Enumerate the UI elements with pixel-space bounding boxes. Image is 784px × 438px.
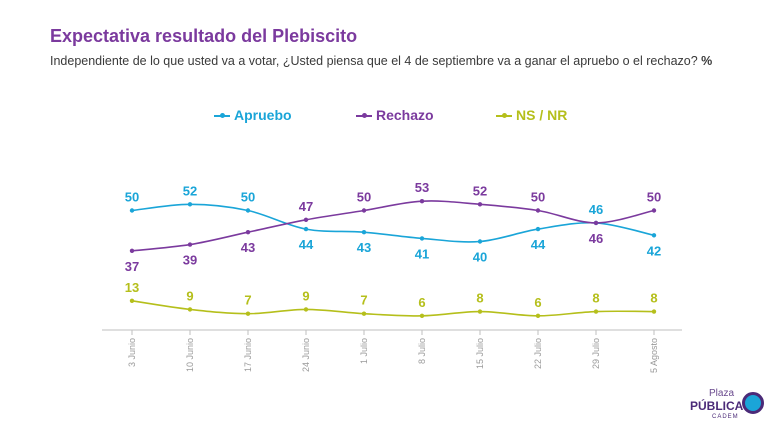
data-label-apruebo: 44 (531, 237, 546, 252)
data-label-apruebo: 52 (183, 183, 197, 198)
data-point-rechazo (245, 230, 251, 235)
legend-nsnr-label: NS / NR (516, 107, 568, 123)
legend-nsnr-marker (496, 113, 512, 119)
data-point-apruebo (651, 233, 657, 238)
series-line-rechazo (131, 200, 655, 252)
data-label-rechazo: 53 (415, 180, 429, 195)
data-point-apruebo (419, 236, 425, 241)
data-point-rechazo (129, 248, 135, 253)
data-label-apruebo: 50 (125, 190, 139, 205)
data-point-nsnr (245, 311, 251, 316)
x-tick-label: 8 Julio (417, 338, 427, 364)
data-point-nsnr (535, 313, 541, 319)
data-label-nsnr: 9 (302, 288, 309, 303)
data-point-apruebo (129, 208, 135, 213)
legend-apruebo-marker (214, 113, 230, 119)
data-label-rechazo: 50 (531, 190, 545, 205)
data-point-nsnr (593, 309, 599, 314)
data-label-apruebo: 46 (589, 202, 603, 217)
data-label-nsnr: 6 (534, 295, 541, 310)
data-label-nsnr: 8 (592, 291, 599, 306)
data-point-rechazo (361, 208, 367, 213)
data-label-nsnr: 7 (244, 293, 251, 308)
legend-nsnr: NS / NR (496, 107, 567, 123)
series-line-apruebo (131, 203, 655, 243)
data-point-apruebo (535, 226, 541, 232)
x-tick-label: 5 Agosto (649, 338, 659, 373)
data-label-rechazo: 52 (473, 183, 487, 198)
data-point-nsnr (187, 307, 193, 312)
data-point-apruebo (245, 208, 251, 213)
logo-line3: CADEM (712, 414, 739, 420)
data-label-rechazo: 39 (183, 253, 197, 268)
x-tick-label: 29 Julio (591, 338, 601, 369)
x-tick-label: 22 Julio (533, 338, 543, 369)
data-label-nsnr: 7 (360, 293, 367, 308)
x-tick-label: 10 Junio (185, 338, 195, 372)
data-label-rechazo: 37 (125, 259, 139, 274)
data-point-rechazo (303, 217, 309, 222)
data-label-nsnr: 6 (418, 295, 425, 310)
data-point-nsnr (419, 313, 425, 319)
data-point-apruebo (303, 226, 309, 232)
data-label-nsnr: 13 (125, 280, 139, 295)
data-point-rechazo (593, 220, 599, 226)
subtitle-text: Independiente de lo que usted va a votar… (50, 54, 698, 68)
data-point-rechazo (477, 202, 483, 207)
data-point-apruebo (361, 230, 367, 235)
data-label-rechazo: 46 (589, 231, 603, 246)
data-point-rechazo (187, 242, 193, 247)
data-point-nsnr (303, 307, 309, 312)
data-label-nsnr: 9 (186, 288, 193, 303)
data-point-rechazo (651, 208, 657, 213)
legend-rechazo-label: Rechazo (376, 107, 434, 123)
data-label-rechazo: 43 (241, 240, 255, 255)
legend-rechazo-marker (356, 113, 372, 119)
data-label-apruebo: 50 (241, 190, 255, 205)
x-tick-label: 17 Junio (243, 338, 253, 372)
x-tick-label: 24 Junio (301, 338, 311, 372)
data-label-nsnr: 8 (476, 291, 483, 306)
data-point-apruebo (187, 202, 193, 207)
data-label-rechazo: 47 (299, 199, 313, 214)
x-tick-label: 15 Julio (475, 338, 485, 369)
legend-apruebo-label: Apruebo (234, 107, 292, 123)
legend-rechazo: Rechazo (356, 107, 434, 123)
data-point-nsnr (477, 309, 483, 314)
x-tick-label: 3 Junio (127, 338, 137, 367)
data-point-nsnr (129, 298, 135, 303)
data-point-apruebo (477, 239, 483, 244)
data-point-nsnr (651, 309, 657, 314)
data-label-nsnr: 8 (650, 291, 657, 306)
plaza-publica-logo: Plaza PÚBLICA CADEM (690, 388, 770, 428)
logo-line1: Plaza (708, 388, 734, 399)
data-point-rechazo (419, 199, 425, 204)
x-tick-label: 1 Julio (359, 338, 369, 364)
data-label-apruebo: 44 (299, 237, 314, 252)
data-label-apruebo: 43 (357, 240, 371, 255)
legend-apruebo: Apruebo (214, 107, 292, 123)
data-label-rechazo: 50 (357, 190, 371, 205)
subtitle-unit: % (701, 54, 713, 68)
data-point-nsnr (361, 311, 367, 316)
data-label-apruebo: 41 (415, 246, 429, 261)
chart-subtitle: Independiente de lo que usted va a votar… (50, 54, 712, 68)
logo-line2: PÚBLICA (690, 399, 744, 413)
data-label-apruebo: 40 (473, 250, 487, 265)
logo-mark-icon (742, 392, 764, 414)
data-label-apruebo: 42 (647, 243, 661, 258)
chart-title: Expectativa resultado del Plebiscito (50, 26, 358, 46)
data-label-rechazo: 50 (647, 190, 661, 205)
data-point-rechazo (535, 208, 541, 213)
series-line-nsnr (131, 300, 655, 317)
